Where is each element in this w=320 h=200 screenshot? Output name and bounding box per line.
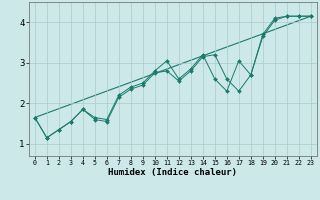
X-axis label: Humidex (Indice chaleur): Humidex (Indice chaleur) bbox=[108, 168, 237, 177]
